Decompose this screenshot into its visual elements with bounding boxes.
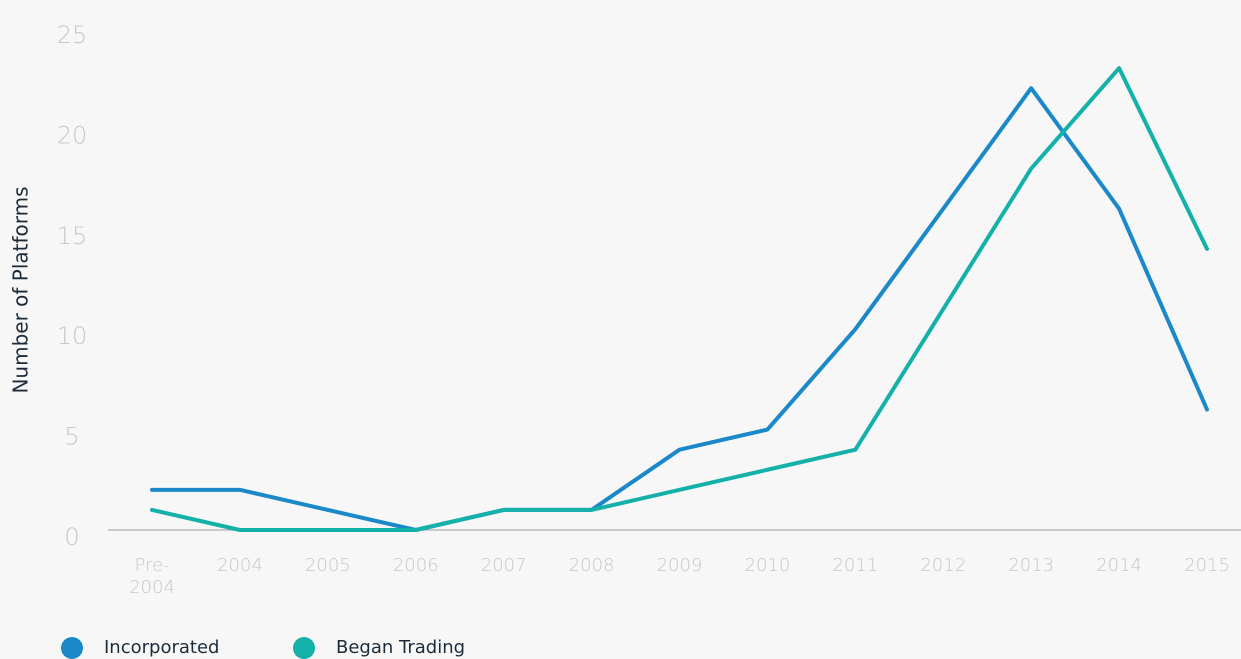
- x-tick-label: 2004: [217, 555, 263, 576]
- y-tick-label: 0: [64, 523, 79, 551]
- x-tick-label: 2013: [1008, 555, 1055, 576]
- x-tick-label: 2011: [832, 555, 879, 576]
- x-tick-label: 2008: [568, 555, 615, 576]
- legend-label: Began Trading: [336, 637, 465, 658]
- x-tick-label: Pre-2004: [129, 555, 175, 598]
- x-tick-label: 2010: [744, 555, 791, 576]
- legend-swatch: [61, 637, 83, 659]
- y-tick-label: 20: [57, 121, 88, 149]
- x-tick-label: 2015: [1184, 555, 1230, 576]
- line-series: [150, 86, 1209, 532]
- legend-label: Incorporated: [104, 637, 219, 658]
- y-tick-label: 5: [64, 423, 79, 451]
- x-tick-label: 2005: [304, 555, 351, 576]
- x-tick-label: 2006: [392, 555, 439, 576]
- y-tick-label: 15: [57, 222, 88, 250]
- x-tick-label: 2014: [1096, 555, 1142, 576]
- y-axis-title: Number of Platforms: [9, 186, 33, 393]
- legend-swatch: [293, 637, 315, 659]
- y-tick-label: 10: [57, 322, 88, 350]
- line-series: [150, 66, 1209, 532]
- x-tick-label: 2009: [656, 555, 703, 576]
- x-tick-label: 2007: [480, 555, 527, 576]
- x-tick-label: 2012: [920, 555, 967, 576]
- y-tick-label: 25: [57, 21, 88, 49]
